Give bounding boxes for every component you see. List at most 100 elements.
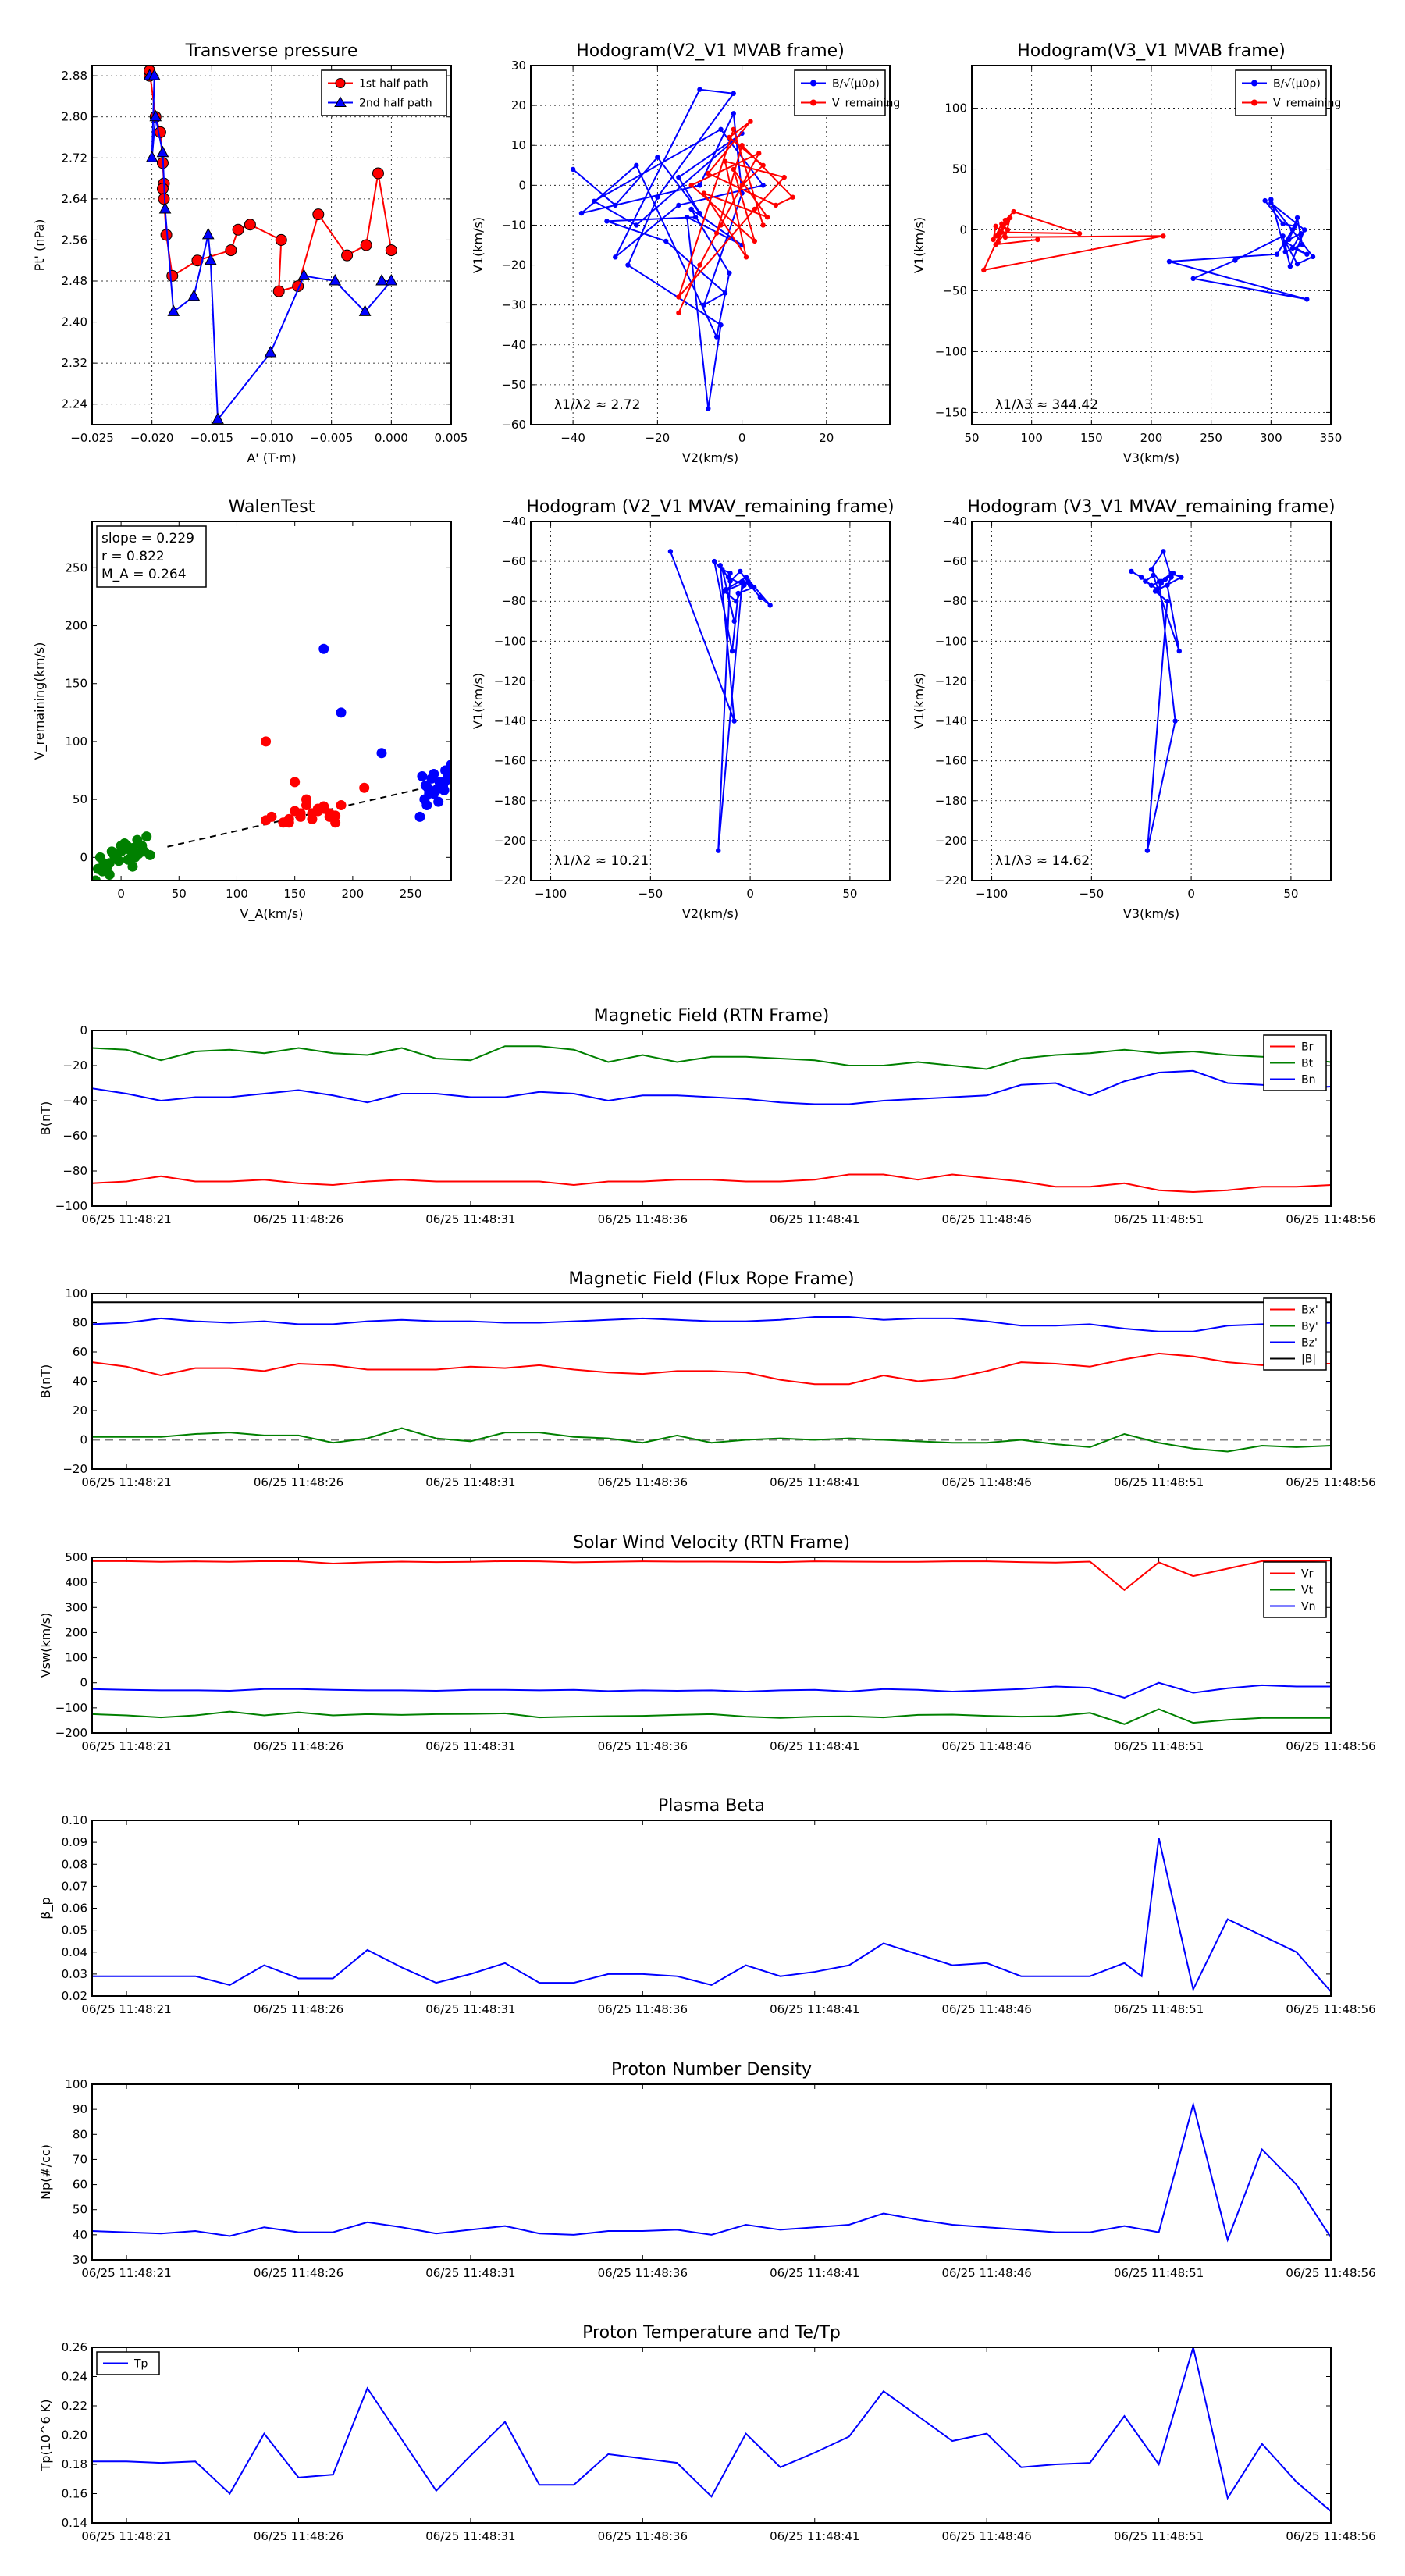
y-tick-label: −80 bbox=[501, 594, 526, 608]
data-point bbox=[275, 233, 287, 246]
x-tick-label: 06/25 11:48:26 bbox=[254, 2529, 343, 2543]
data-point bbox=[613, 254, 618, 260]
plot-area bbox=[92, 2347, 1331, 2512]
x-tick-label: 06/25 11:48:51 bbox=[1114, 2002, 1204, 2016]
data-point bbox=[676, 174, 681, 180]
y-tick-label: 2.64 bbox=[62, 192, 87, 206]
data-point bbox=[613, 202, 618, 208]
chart-title: Hodogram(V3_V1 MVAB frame) bbox=[1017, 41, 1286, 61]
y-tick-label: −100 bbox=[55, 1701, 87, 1715]
data-point bbox=[116, 840, 126, 851]
data-point bbox=[1280, 221, 1286, 226]
y-tick-label: 30 bbox=[511, 59, 526, 73]
data-point bbox=[727, 134, 732, 141]
data-point bbox=[1002, 234, 1008, 240]
legend: Vr Vt Vn bbox=[1263, 1561, 1327, 1618]
data-point bbox=[420, 780, 431, 791]
x-tick-label: 06/25 11:48:41 bbox=[770, 1212, 859, 1226]
data-point bbox=[104, 858, 115, 869]
x-tick-label: 06/25 11:48:36 bbox=[598, 2529, 688, 2543]
data-point bbox=[752, 238, 758, 244]
data-point bbox=[1268, 197, 1274, 202]
data-point bbox=[417, 770, 428, 781]
y-tick-label: 0.03 bbox=[62, 1967, 87, 1981]
data-point bbox=[745, 578, 751, 584]
chart-title: Solar Wind Velocity (RTN Frame) bbox=[573, 1533, 850, 1553]
legend-label: B/√(μ0ρ) bbox=[1273, 78, 1321, 91]
y-tick-label: −150 bbox=[935, 405, 967, 419]
hodogram-v3-v1-mvab-chart: Hodogram(V3_V1 MVAB frame) −150 −100 −50 0 50… bbox=[912, 41, 1342, 465]
data-point bbox=[318, 643, 329, 654]
x-tick-label: −20 bbox=[646, 431, 670, 445]
data-point bbox=[655, 155, 660, 160]
x-tick-label: 06/25 11:48:31 bbox=[425, 1739, 515, 1753]
data-point bbox=[773, 202, 779, 208]
data-point bbox=[433, 796, 444, 807]
data-point bbox=[212, 412, 224, 424]
legend-label: V_remaining bbox=[832, 98, 900, 110]
x-tick-label: 06/25 11:48:31 bbox=[425, 2002, 515, 2016]
data-point bbox=[1274, 251, 1280, 257]
y-tick-label: 200 bbox=[65, 1625, 87, 1639]
data-point bbox=[625, 262, 631, 268]
data-point bbox=[721, 589, 727, 594]
series-bz--line bbox=[92, 1316, 1331, 1332]
walen-test-chart: WalenTest 0 50 100 150 200 250 0 50 100 150 200 250 V… bbox=[32, 497, 452, 922]
y-tick-label: 10 bbox=[511, 138, 526, 152]
y-tick-label: 50 bbox=[952, 162, 967, 176]
x-tick-label: 06/25 11:48:21 bbox=[81, 1212, 171, 1226]
y-tick-label: 0.07 bbox=[62, 1879, 87, 1893]
x-tick-label: 06/25 11:48:36 bbox=[598, 2002, 688, 2016]
y-tick-label: 20 bbox=[73, 1404, 87, 1418]
y-tick-label: 0 bbox=[80, 1023, 87, 1037]
data-point bbox=[760, 222, 766, 228]
series-bn-line bbox=[92, 1069, 1331, 1105]
chart-title: Hodogram (V2_V1 MVAV_remaining frame) bbox=[526, 497, 894, 517]
plot-frame bbox=[91, 2347, 1332, 2524]
y-tick-label: 0.06 bbox=[62, 1902, 87, 1916]
data-point bbox=[1161, 233, 1166, 239]
data-point bbox=[697, 210, 702, 216]
y-tick-label: 150 bbox=[65, 677, 87, 691]
x-tick-label: 06/25 11:48:51 bbox=[1114, 2266, 1204, 2280]
y-tick-label: 70 bbox=[73, 2152, 87, 2166]
y-tick-label: −20 bbox=[62, 1462, 87, 1476]
y-tick-label: −180 bbox=[494, 794, 526, 808]
data-point bbox=[156, 183, 169, 195]
plot-frame bbox=[971, 65, 1332, 425]
data-point bbox=[716, 848, 721, 853]
hodogram-v2-v1-mvav-chart: Hodogram (V2_V1 MVAV_remaining frame) −22… bbox=[471, 497, 895, 921]
plot-frame bbox=[530, 65, 891, 425]
x-tick-label: 06/25 11:48:56 bbox=[1286, 1739, 1375, 1753]
data-point bbox=[1176, 648, 1182, 654]
y-tick-label: 2.88 bbox=[62, 69, 87, 83]
y-tick-label: −60 bbox=[942, 554, 967, 568]
x-tick-label: 06/25 11:48:46 bbox=[941, 2266, 1031, 2280]
data-point bbox=[747, 582, 753, 588]
legend-label: 1st half path bbox=[359, 78, 429, 91]
x-tick-label: 06/25 11:48:51 bbox=[1114, 2529, 1204, 2543]
chart-title: Transverse pressure bbox=[185, 41, 358, 61]
y-axis-label: B(nT) bbox=[38, 1364, 53, 1398]
data-point bbox=[1166, 258, 1172, 265]
x-tick-label: 50 bbox=[964, 431, 979, 445]
legend-label: Bz' bbox=[1301, 1337, 1318, 1350]
x-tick-label: 06/25 11:48:41 bbox=[770, 2529, 859, 2543]
y-tick-label: −140 bbox=[935, 714, 967, 728]
data-point bbox=[97, 866, 108, 877]
x-tick-label: 50 bbox=[1283, 887, 1298, 901]
plot-frame bbox=[91, 2083, 1332, 2261]
hodogram-v3-v1-mvav-chart: Hodogram (V3_V1 MVAV_remaining frame) −22… bbox=[912, 497, 1336, 921]
x-tick-label: 350 bbox=[1320, 431, 1343, 445]
x-axis-label: V_A(km/s) bbox=[240, 906, 304, 922]
data-point bbox=[429, 768, 439, 779]
legend-marker bbox=[335, 78, 346, 88]
data-point bbox=[634, 162, 639, 168]
y-tick-label: 2.24 bbox=[62, 397, 87, 411]
data-point bbox=[149, 109, 162, 122]
data-point bbox=[993, 223, 998, 229]
x-tick-label: 300 bbox=[1260, 431, 1282, 445]
data-point bbox=[692, 215, 699, 220]
x-tick-label: 06/25 11:48:26 bbox=[254, 2002, 343, 2016]
data-point bbox=[312, 208, 325, 221]
